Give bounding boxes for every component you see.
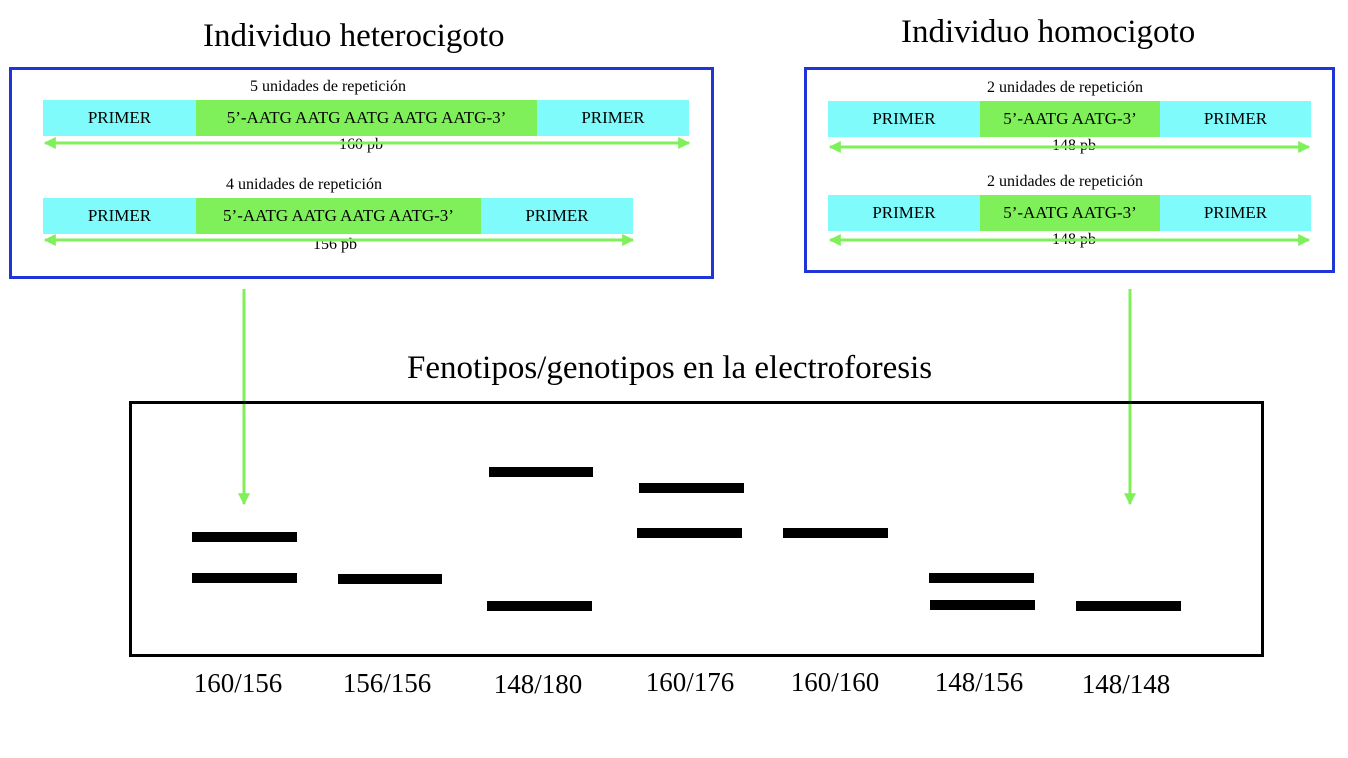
gel-box	[129, 401, 1264, 657]
allele-3-left-primer: PRIMER	[828, 101, 980, 137]
allele-2-caption: 4 unidades de repetición	[226, 176, 382, 193]
lane-label: 148/156	[934, 667, 1024, 697]
gel-band	[192, 532, 297, 542]
allele-1-caption: 5 unidades de repetición	[250, 78, 406, 95]
allele-4-caption: 2 unidades de repetición	[987, 173, 1143, 190]
gel-band	[783, 528, 888, 538]
gel-band	[639, 483, 744, 493]
allele-3-caption: 2 unidades de repetición	[987, 79, 1143, 96]
homozygous-panel	[804, 67, 1335, 273]
lane-label: 148/148	[1081, 669, 1171, 699]
gel-title: Fenotipos/genotipos en la electroforesis	[407, 350, 933, 386]
heterozygous-panel	[9, 67, 714, 279]
lane-label: 160/160	[790, 667, 880, 697]
gel-band	[338, 574, 442, 584]
allele-2-right-primer: PRIMER	[481, 198, 633, 234]
allele-4-repeat-sequence: 5’-AATG AATG-3’	[980, 195, 1160, 231]
homozygous-title: Individuo homocigoto	[901, 14, 1196, 50]
gel-band	[1076, 601, 1181, 611]
allele-1-right-primer: PRIMER	[537, 100, 689, 136]
allele-2-left-primer: PRIMER	[43, 198, 196, 234]
allele-1-repeat-sequence: 5’-AATG AATG AATG AATG AATG-3’	[196, 100, 537, 136]
lane-label: 148/180	[493, 669, 583, 699]
gel-band	[930, 600, 1035, 610]
lane-label: 160/176	[645, 667, 735, 697]
allele-4-left-primer: PRIMER	[828, 195, 980, 231]
lane-label: 156/156	[342, 668, 432, 698]
allele-3-right-primer: PRIMER	[1160, 101, 1311, 137]
allele-4-right-primer: PRIMER	[1160, 195, 1311, 231]
gel-band	[192, 573, 297, 583]
gel-band	[487, 601, 592, 611]
heterozygous-title: Individuo heterocigoto	[203, 18, 505, 54]
allele-2-repeat-sequence: 5’-AATG AATG AATG AATG-3’	[196, 198, 481, 234]
allele-1-left-primer: PRIMER	[43, 100, 196, 136]
gel-band	[929, 573, 1034, 583]
gel-band	[489, 467, 593, 477]
allele-3-repeat-sequence: 5’-AATG AATG-3’	[980, 101, 1160, 137]
gel-band	[637, 528, 742, 538]
lane-label: 160/156	[193, 668, 283, 698]
